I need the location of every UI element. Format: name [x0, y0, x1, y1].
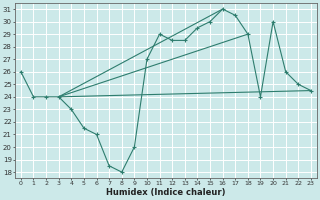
X-axis label: Humidex (Indice chaleur): Humidex (Indice chaleur) — [106, 188, 226, 197]
